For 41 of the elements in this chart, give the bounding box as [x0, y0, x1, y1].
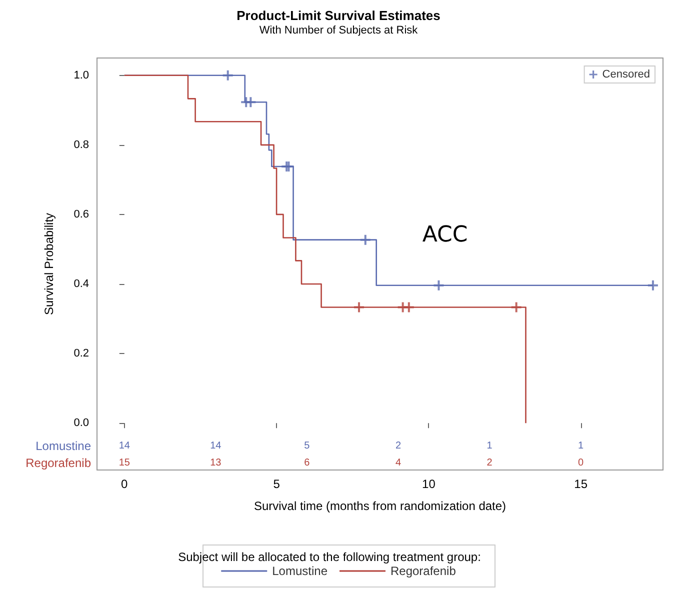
annotation: 4	[395, 458, 402, 468]
annotation: 1	[578, 440, 584, 452]
annotation: 6	[304, 458, 310, 468]
x-tick-label: 10	[422, 477, 436, 491]
legend-title: Subject will be allocated to the following treatment group:	[178, 550, 481, 564]
legend-label: Lomustine	[272, 564, 328, 578]
x-tick-label: 0	[121, 477, 128, 491]
annotation: 14	[118, 440, 130, 452]
text: Lomustine	[36, 439, 92, 453]
annotation: 0	[578, 458, 584, 468]
annotation: ACC	[422, 222, 468, 248]
y-tick-label: 0.4	[74, 278, 89, 290]
annotation: 1	[486, 440, 493, 452]
chart-subtitle: With Number of Subjects at Risk	[259, 24, 418, 36]
y-tick-label: 1.0	[74, 69, 89, 82]
annotation: 2	[395, 440, 402, 452]
y-tick-label: 0.2	[74, 348, 89, 360]
chart-title: Product-Limit Survival Estimates	[236, 8, 440, 23]
text: Regorafenib	[26, 456, 92, 470]
point	[511, 302, 522, 312]
y-axis-title: Survival Probability	[42, 212, 56, 316]
x-tick-label: 5	[273, 477, 280, 491]
annotation: 15	[118, 458, 130, 468]
point	[354, 302, 364, 312]
point	[246, 97, 256, 108]
x-tick-label: 15	[574, 477, 588, 491]
point	[434, 280, 444, 290]
point	[648, 280, 658, 290]
x-axis-title: Survival time (months from randomization date)	[254, 499, 506, 513]
y-tick-label: 0.6	[74, 208, 89, 220]
y-tick-label: 0.8	[74, 138, 89, 151]
point	[360, 234, 370, 245]
y-tick-label: 0.0	[74, 417, 89, 430]
annotation: 5	[304, 440, 310, 452]
annotation: 2	[486, 458, 493, 468]
legend-label: Censored	[602, 68, 650, 80]
annotation: 13	[210, 458, 222, 468]
legend-label: Regorafenib	[390, 564, 456, 578]
point	[404, 302, 414, 312]
point	[222, 70, 233, 80]
annotation: 14	[210, 440, 222, 452]
